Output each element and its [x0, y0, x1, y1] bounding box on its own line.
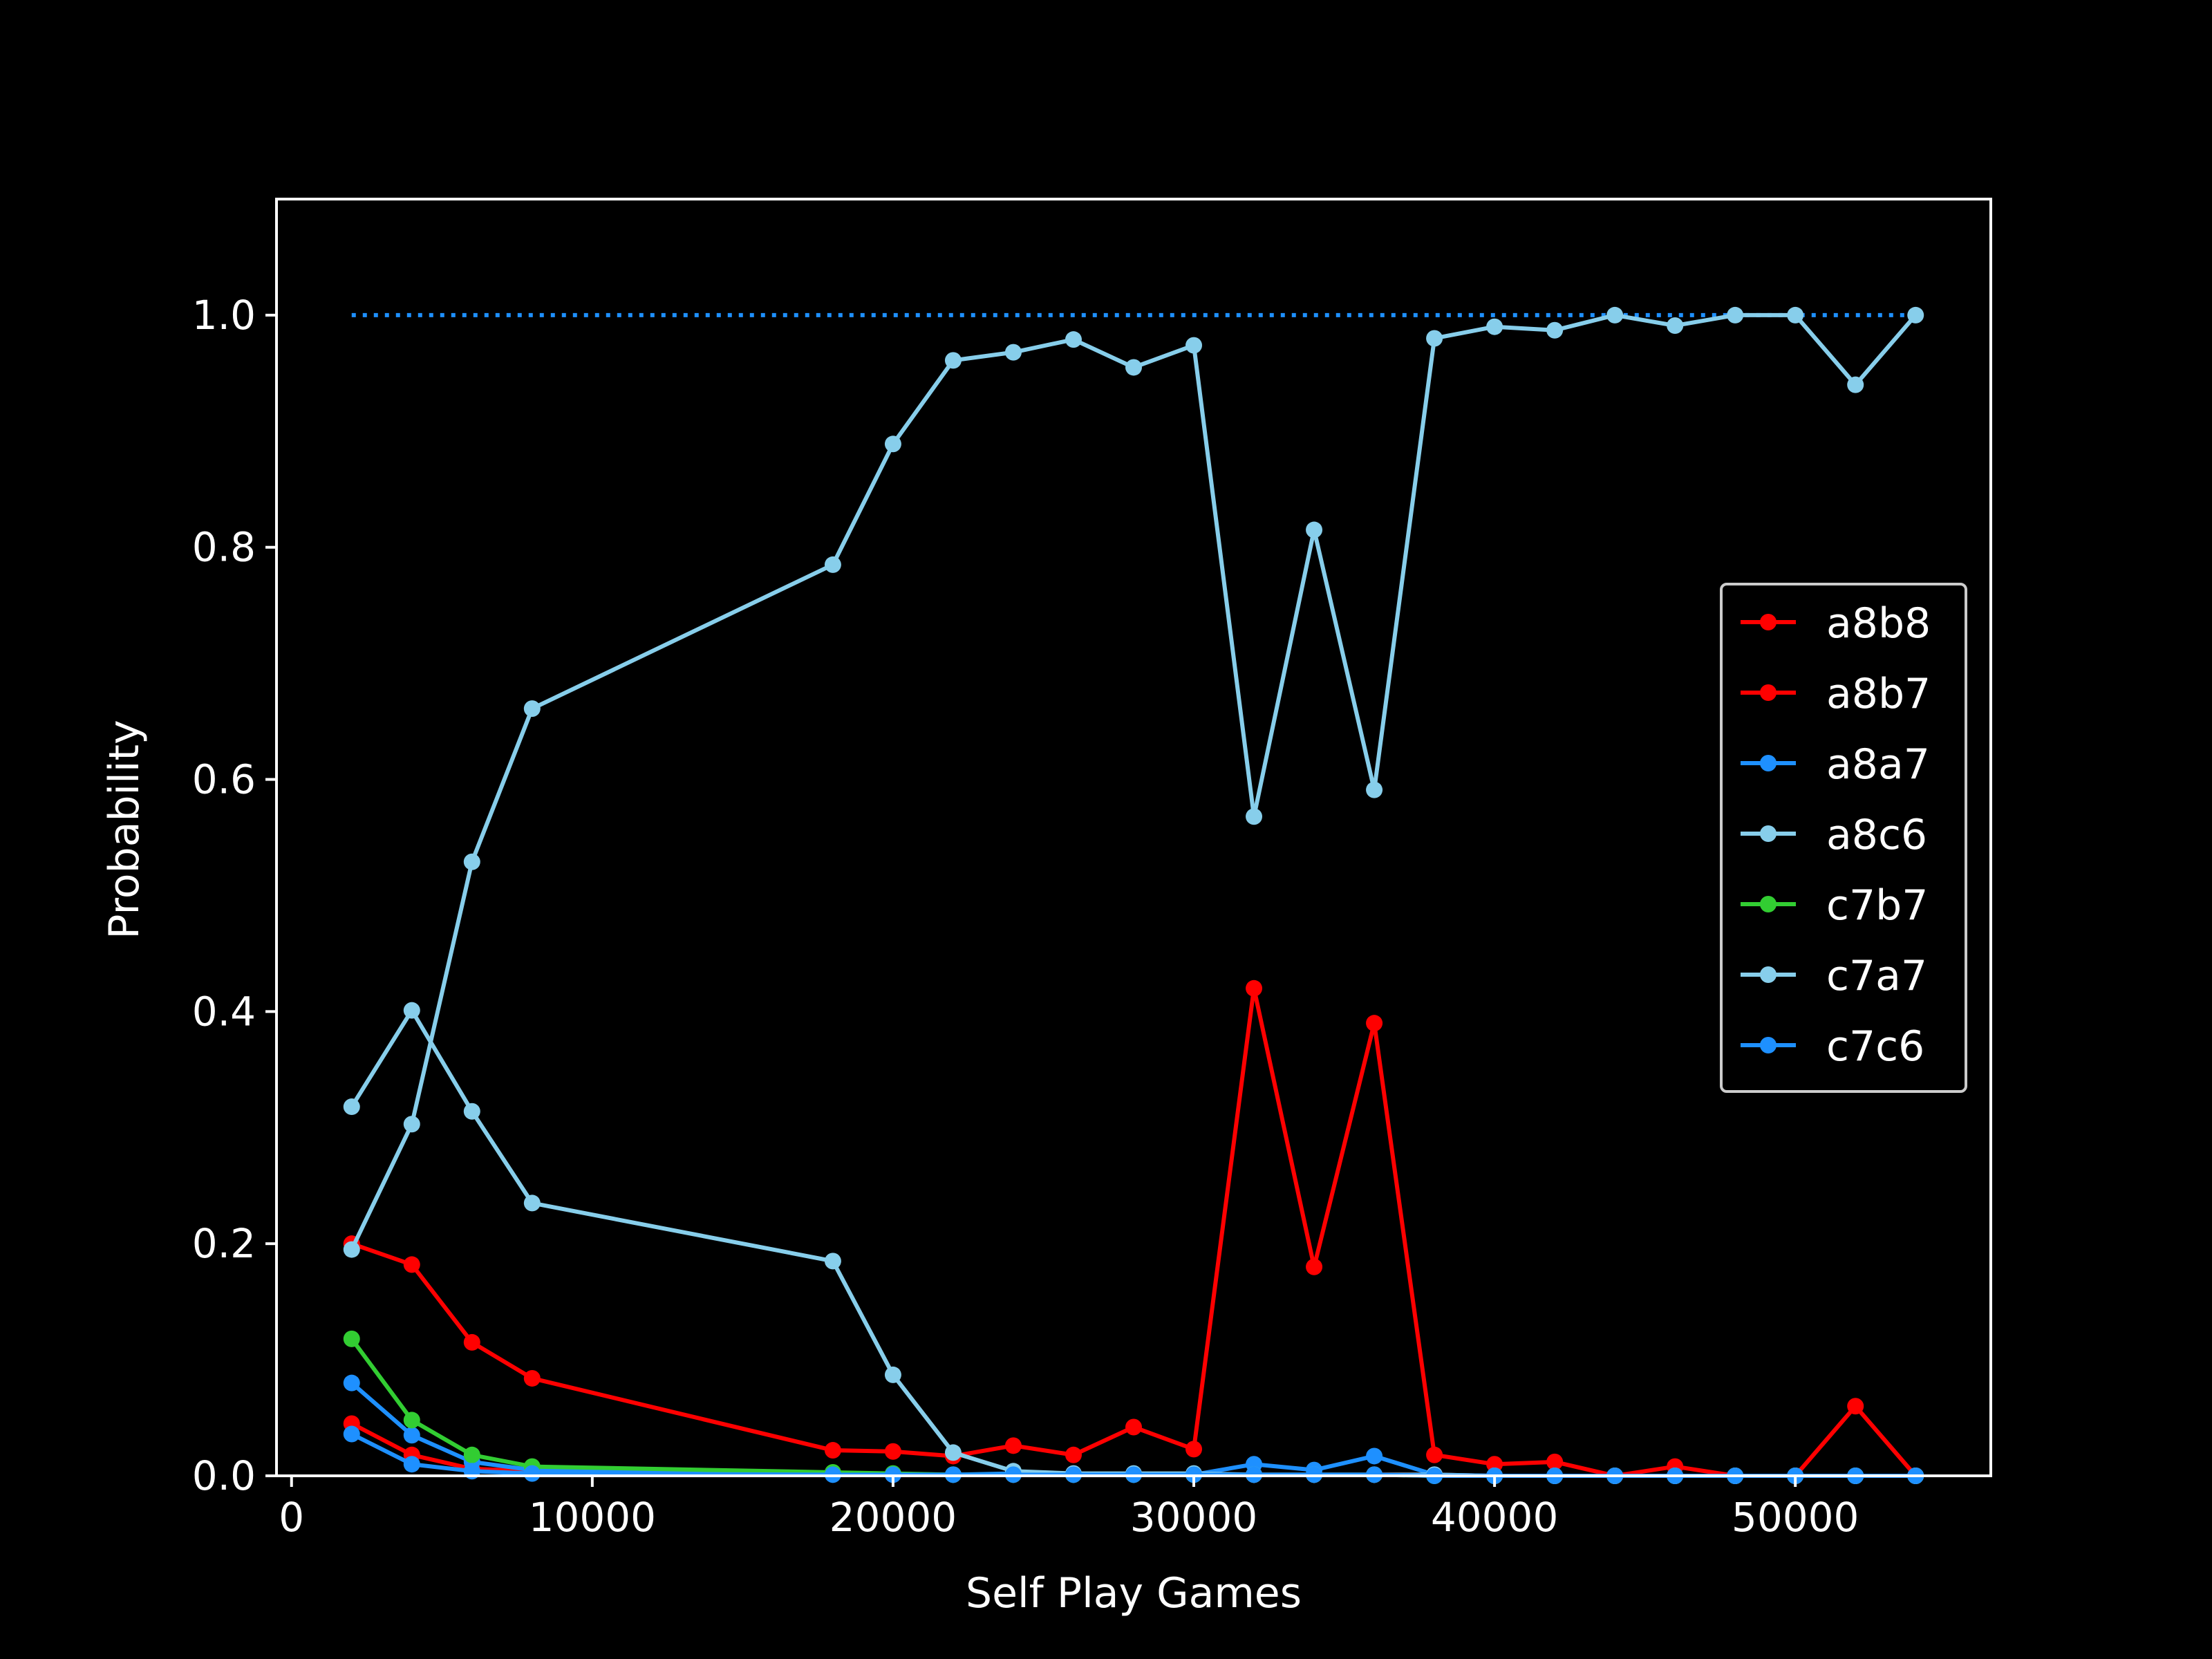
legend-box — [1720, 583, 1967, 1093]
legend-swatch-marker — [1760, 614, 1777, 630]
data-point-a8c6 — [1426, 330, 1443, 347]
legend-label: c7a7 — [1826, 952, 1927, 1000]
data-point-a8c6 — [1907, 306, 1924, 324]
data-point-a8c6 — [1727, 306, 1744, 324]
data-point-c7c6 — [343, 1425, 360, 1443]
legend-item-a8c6: a8c6 — [1741, 811, 1927, 859]
data-point-a8c6 — [1366, 781, 1383, 798]
legend-label: c7b7 — [1826, 881, 1928, 930]
data-point-a8a7 — [1366, 1447, 1383, 1465]
data-point-a8b8 — [1366, 1015, 1383, 1032]
data-point-a8b8 — [1486, 1456, 1503, 1473]
data-point-c7b7 — [463, 1446, 480, 1463]
legend-swatch-marker — [1760, 896, 1777, 912]
plot-frame — [275, 198, 1992, 1477]
legend-swatch-marker — [1760, 825, 1777, 842]
legend-label: a8a7 — [1826, 740, 1930, 789]
x-tick-label: 0 — [279, 1494, 304, 1541]
data-point-c7c6 — [403, 1456, 420, 1473]
data-point-a8b8 — [1546, 1453, 1564, 1470]
y-tick-label: 0.2 — [192, 1220, 256, 1267]
x-tick-label: 50000 — [1732, 1494, 1859, 1541]
data-point-a8c6 — [1125, 359, 1142, 376]
data-point-c7a7 — [944, 1444, 962, 1461]
data-point-c7a7 — [343, 1098, 360, 1116]
data-point-c7a7 — [403, 1002, 420, 1019]
data-point-c7b7 — [343, 1330, 360, 1347]
axes-layer: 0 10000 20000 30000 40000 50000 0.0 0.2 0.4 0.6 0.… — [192, 198, 1992, 1541]
legend-label: a8c6 — [1826, 811, 1927, 859]
data-point-a8c6 — [1546, 321, 1564, 339]
legend-item-a8b8: a8b8 — [1741, 599, 1931, 648]
x-tick-label: 30000 — [1130, 1494, 1258, 1541]
y-tick-label: 0.8 — [192, 524, 256, 571]
data-point-a8b8 — [463, 1333, 480, 1351]
x-tick-label: 40000 — [1431, 1494, 1559, 1541]
data-point-a8c6 — [944, 352, 962, 369]
y-tick-label: 1.0 — [192, 292, 256, 339]
data-point-a8c6 — [824, 556, 841, 573]
data-point-a8a7 — [343, 1374, 360, 1391]
data-point-a8b8 — [1306, 1258, 1323, 1275]
data-point-a8c6 — [1847, 376, 1864, 393]
y-tick-label: 0.0 — [192, 1452, 256, 1499]
legend-label: a8b7 — [1826, 670, 1931, 718]
x-axis-label: Self Play Games — [966, 1569, 1302, 1618]
y-axis-label: Probability — [100, 720, 149, 939]
legend-swatch-marker — [1760, 966, 1777, 983]
data-point-a8c6 — [523, 700, 541, 718]
data-point-c7a7 — [463, 1103, 480, 1120]
x-tick-label: 20000 — [830, 1494, 957, 1541]
data-point-a8c6 — [1004, 344, 1022, 361]
data-point-a8b8 — [1004, 1437, 1022, 1454]
legend: a8b8 a8b7 a8a7 a8c6 c7b7 c7a7 c7c6 — [1720, 583, 1967, 1093]
legend-item-a8a7: a8a7 — [1741, 740, 1930, 789]
legend-label: a8b8 — [1826, 599, 1931, 648]
series-a8c6 — [343, 306, 1924, 1258]
data-point-a8b8 — [1847, 1398, 1864, 1415]
legend-item-a8b7: a8b7 — [1741, 670, 1931, 718]
data-point-a8b8 — [1125, 1418, 1142, 1436]
data-point-c7b7 — [403, 1412, 420, 1429]
data-point-c7a7 — [884, 1366, 901, 1383]
legend-swatch-marker — [1760, 684, 1777, 701]
legend-swatch-marker — [1760, 1037, 1777, 1053]
data-point-a8c6 — [1306, 521, 1323, 538]
legend-item-c7b7: c7b7 — [1741, 881, 1928, 930]
data-point-a8b8 — [403, 1256, 420, 1273]
data-point-a8c6 — [1606, 306, 1624, 324]
data-point-a8b8 — [523, 1369, 541, 1387]
data-point-a8c6 — [1185, 337, 1203, 354]
data-point-a8b8 — [884, 1443, 901, 1460]
legend-item-c7a7: c7a7 — [1741, 952, 1927, 1000]
x-tick-label: 10000 — [529, 1494, 657, 1541]
y-tick-label: 0.6 — [192, 756, 256, 803]
data-point-a8c6 — [1667, 317, 1684, 335]
legend-item-c7c6: c7c6 — [1741, 1022, 1924, 1071]
data-point-a8c6 — [1246, 808, 1263, 825]
data-point-a8c6 — [1787, 306, 1804, 324]
data-point-a8b8 — [1065, 1446, 1082, 1463]
data-point-a8b8 — [824, 1442, 841, 1459]
data-point-a8b8 — [1246, 980, 1263, 997]
legend-label: c7c6 — [1826, 1022, 1924, 1071]
data-point-a8c6 — [884, 435, 901, 453]
data-point-a8c6 — [403, 1116, 420, 1133]
data-point-a8c6 — [343, 1241, 360, 1258]
data-point-c7a7 — [824, 1253, 841, 1270]
legend-swatch-marker — [1760, 755, 1777, 771]
y-tick-label: 0.4 — [192, 988, 256, 1035]
data-point-a8c6 — [463, 853, 480, 870]
data-point-a8b8 — [1185, 1441, 1203, 1458]
data-point-a8c6 — [1065, 331, 1082, 348]
data-point-a8a7 — [403, 1427, 420, 1444]
data-point-a8b8 — [1426, 1446, 1443, 1463]
data-point-a8c6 — [1486, 318, 1503, 335]
data-point-c7c6 — [523, 1465, 541, 1482]
data-point-c7a7 — [523, 1194, 541, 1212]
